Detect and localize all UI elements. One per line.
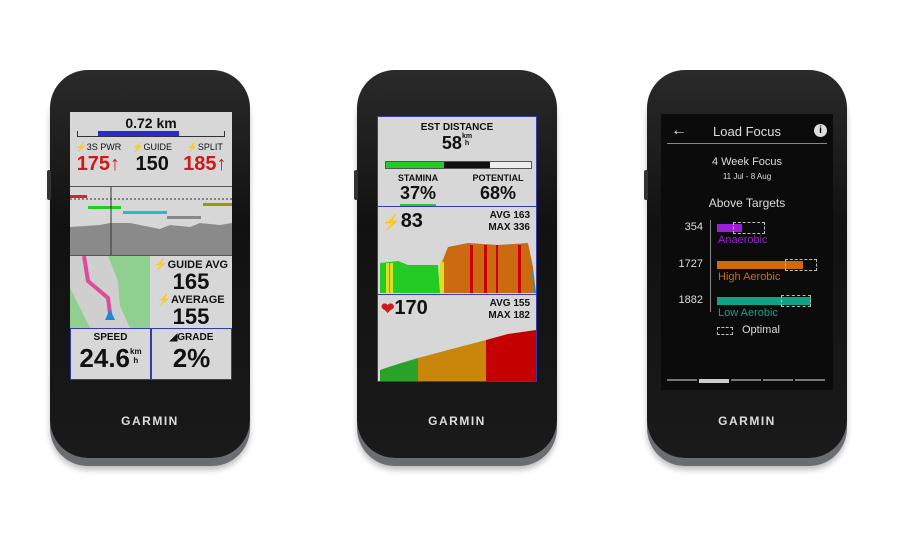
device-1: 0.72 km ⚡3S PWR 175↑ ⚡GUIDE 150 ⚡SPLIT 185↑… [47, 70, 250, 458]
bar-label: Anaerobic [718, 234, 768, 246]
bar-label: Low Aerobic [718, 307, 778, 319]
load-bar [717, 224, 742, 232]
page-dot[interactable] [667, 379, 697, 381]
bar-label: High Aerobic [718, 271, 781, 283]
bar-value: 1882 [678, 294, 703, 306]
heart-icon: ❤ [381, 301, 395, 318]
garmin-logo: GARMIN [428, 414, 486, 428]
focus-dates: 11 Jul - 8 Aug [722, 172, 772, 181]
info-icon[interactable]: i [814, 124, 827, 137]
page-dot[interactable] [795, 379, 825, 381]
optimal-range [781, 295, 811, 307]
heart-rate-stats: AVG 155 MAX 182 [488, 298, 530, 321]
load-bar [717, 261, 803, 269]
focus-status: Above Targets [708, 196, 786, 210]
distance-value: 0.72 km [125, 115, 177, 131]
potential-field: POTENTIAL 68% [472, 173, 524, 203]
position-arrow-icon [105, 309, 115, 320]
garmin-logo: GARMIN [718, 414, 776, 428]
load-bar [717, 297, 811, 305]
screen-1: 0.72 km ⚡3S PWR 175↑ ⚡GUIDE 150 ⚡SPLIT 185↑… [70, 112, 232, 380]
map [70, 256, 150, 328]
bar-value: 354 [684, 221, 703, 233]
power-stats: AVG 163 MAX 336 [488, 210, 530, 233]
est-distance-field: EST DISTANCE 58km h [420, 122, 494, 153]
power-icon: ⚡ [382, 214, 401, 231]
speed-field: SPEED 24.6km h [70, 328, 151, 380]
power-fields: ⚡3S PWR 175↑ ⚡GUIDE 150 ⚡SPLIT 185↑ [70, 142, 232, 176]
side-button[interactable] [47, 170, 51, 200]
stamina-field: STAMINA 37% [378, 173, 458, 206]
bar-value: 1727 [678, 258, 703, 270]
field-3s-pwr: ⚡3S PWR 175↑ [75, 142, 122, 175]
page-indicator[interactable] [667, 379, 825, 383]
heart-rate-value: ❤170 [381, 297, 428, 319]
distance-progress [77, 131, 225, 137]
power-chart [380, 243, 536, 293]
page-dot[interactable] [763, 379, 793, 381]
grade-field: ◢GRADE 2% [151, 328, 232, 380]
field-split: ⚡SPLIT 185↑ [183, 142, 227, 175]
screen-2: EST DISTANCE 58km h STAMINA 37% POTENTIAL 6… [377, 116, 537, 382]
device-3: ← Load Focus i 4 Week Focus 11 Jul - 8 A… [644, 70, 847, 458]
screen-3: ← Load Focus i 4 Week Focus 11 Jul - 8 A… [661, 114, 833, 390]
side-button[interactable] [644, 170, 648, 200]
side-button[interactable] [354, 170, 358, 200]
optimal-range [785, 259, 817, 271]
stamina-bar [385, 161, 532, 169]
optimal-range [733, 222, 765, 234]
back-arrow-icon[interactable]: ← [671, 122, 687, 139]
guide-profile-chart [70, 187, 232, 255]
focus-subtitle: 4 Week Focus [711, 156, 783, 168]
optimal-legend-swatch [717, 327, 733, 335]
page-dot[interactable] [699, 379, 729, 383]
garmin-logo: GARMIN [121, 414, 179, 428]
device-2: EST DISTANCE 58km h STAMINA 37% POTENTIAL 6… [354, 70, 557, 458]
screen-title: Load Focus [713, 124, 781, 139]
field-guide: ⚡GUIDE 150 [132, 142, 173, 175]
guide-avg-field: ⚡GUIDE AVG 165 ⚡AVERAGE 155 [153, 259, 229, 329]
power-value: ⚡83 [382, 210, 423, 232]
heart-rate-chart [380, 330, 536, 381]
page-dot[interactable] [731, 379, 761, 381]
optimal-legend-label: Optimal [742, 324, 780, 336]
